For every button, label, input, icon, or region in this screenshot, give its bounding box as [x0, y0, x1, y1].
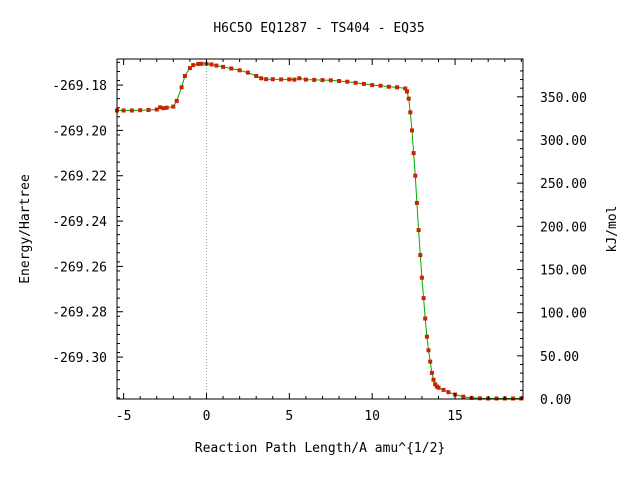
chart-title: H6C5O EQ1287 - TS404 - EQ35: [213, 21, 424, 36]
data-point: [182, 74, 187, 78]
data-point: [353, 80, 358, 85]
data-point: [418, 253, 423, 258]
data-point: [436, 385, 441, 390]
data-point: [361, 81, 366, 86]
data-point: [337, 79, 342, 83]
data-point: [477, 396, 482, 401]
y2-tick-label: 50.00: [540, 350, 579, 365]
y2-tick-label: 250.00: [540, 177, 587, 192]
data-point: [370, 83, 375, 88]
y-tick-label: -269.30: [52, 351, 107, 366]
data-point: [408, 110, 413, 115]
y-tick-label: -269.28: [52, 306, 107, 321]
data-point: [406, 96, 411, 101]
data-point: [174, 98, 179, 103]
x-tick-label: 15: [447, 409, 463, 424]
data-point: [312, 77, 317, 82]
data-point: [264, 77, 269, 82]
data-point: [292, 77, 297, 82]
y-axis-label: Energy/Hartree: [18, 174, 33, 284]
y-tick-label: -269.26: [52, 260, 107, 275]
y2-tick-label: 300.00: [540, 134, 587, 149]
data-point: [164, 105, 169, 110]
data-point: [426, 348, 431, 353]
data-point: [237, 68, 242, 73]
data-point: [395, 85, 400, 90]
data-point: [161, 106, 166, 111]
data-point: [287, 77, 292, 82]
data-point: [171, 104, 176, 109]
data-point: [221, 64, 226, 69]
data-point: [423, 316, 428, 321]
y-tick-label: -269.20: [52, 124, 107, 139]
data-point: [403, 86, 408, 91]
data-point: [424, 334, 429, 339]
data-point: [411, 151, 416, 156]
data-point: [229, 66, 234, 71]
data-point: [121, 108, 126, 113]
data-point: [196, 62, 201, 66]
x-axis-label: Reaction Path Length/A amu^{1/2}: [195, 441, 445, 456]
data-point: [413, 173, 418, 178]
data-point: [146, 108, 151, 112]
plot-frame: [116, 58, 524, 400]
series-line: [117, 63, 522, 399]
data-point: [303, 77, 308, 82]
data-point: [154, 107, 159, 112]
data-point: [419, 275, 424, 280]
data-point: [386, 84, 391, 89]
y-tick-label: -269.22: [52, 170, 107, 185]
data-point: [138, 108, 143, 113]
y-tick-label: -269.24: [52, 215, 107, 230]
x-tick-label: 10: [364, 409, 380, 424]
data-point: [199, 61, 204, 66]
x-tick-label: 0: [203, 409, 211, 424]
data-point: [214, 63, 219, 68]
data-point: [405, 89, 409, 94]
data-point: [245, 70, 250, 75]
ticks-layer: -5 0 5 10 15 -269.18 -269.20 -269.22 -269.24 -269…: [52, 59, 587, 424]
data-point: [209, 62, 214, 67]
data-point: [158, 105, 163, 110]
y2-tick-label: 200.00: [540, 220, 587, 235]
y2-tick-label: 150.00: [540, 263, 587, 278]
data-point: [270, 77, 275, 82]
data-point: [414, 200, 419, 205]
y2-axis-label: kJ/mol: [605, 206, 620, 253]
data-point: [461, 394, 466, 399]
data-point: [441, 387, 446, 392]
data-point: [431, 377, 436, 382]
y-tick-label: -269.18: [52, 79, 107, 94]
series-line-layer: [117, 63, 522, 399]
data-point: [345, 79, 350, 84]
data-point: [191, 63, 196, 68]
x-tick-label: -5: [116, 409, 132, 424]
data-point: [433, 382, 438, 387]
data-point: [416, 228, 421, 233]
data-point: [179, 85, 184, 90]
data-point: [279, 77, 284, 82]
y2-tick-label: 350.00: [540, 91, 587, 106]
y2-tick-label: 100.00: [540, 307, 587, 322]
x-tick-label: 5: [285, 409, 293, 424]
data-point: [446, 390, 451, 395]
data-point: [129, 108, 134, 113]
data-point: [187, 66, 192, 71]
y2-tick-label: 0.00: [540, 393, 571, 408]
data-point: [378, 83, 383, 88]
data-point: [254, 74, 259, 78]
data-point: [328, 78, 333, 83]
data-points-layer: [115, 61, 524, 401]
data-point: [428, 359, 433, 364]
data-point: [320, 78, 325, 83]
data-point: [297, 76, 302, 81]
data-point: [259, 76, 264, 81]
data-point: [410, 128, 414, 133]
data-point: [429, 370, 434, 375]
data-point: [421, 296, 426, 301]
